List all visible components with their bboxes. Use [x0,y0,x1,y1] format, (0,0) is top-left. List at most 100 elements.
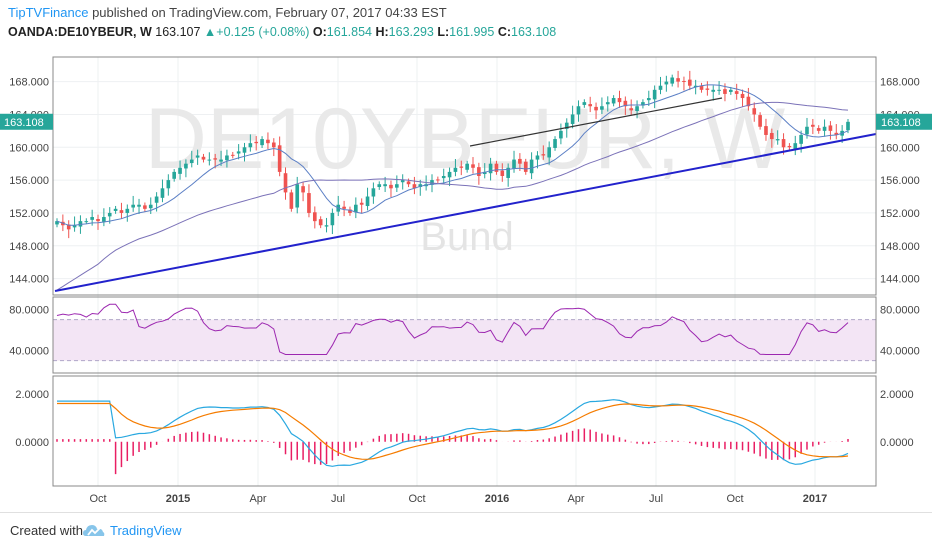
candle-body[interactable] [641,102,645,106]
candle-body[interactable] [102,217,106,222]
candle-body[interactable] [617,98,622,103]
candle-body[interactable] [465,163,469,170]
candle-body[interactable] [307,193,311,213]
candle-body[interactable] [90,217,94,220]
ma-fast-line[interactable] [56,84,849,226]
rsi-panel[interactable] [56,303,849,355]
candle-body[interactable] [781,139,786,148]
candle-body[interactable] [816,128,821,131]
candle-body[interactable] [447,171,452,178]
candle-body[interactable] [834,132,839,135]
candle-body[interactable] [354,204,358,213]
candle-body[interactable] [441,176,446,179]
candle-body[interactable] [734,91,739,94]
candle-body[interactable] [113,208,118,211]
tradingview-cloud-icon[interactable] [82,521,106,541]
candle-body[interactable] [670,77,675,84]
candle-body[interactable] [787,145,792,148]
candle-body[interactable] [225,155,229,161]
tradingview-link[interactable]: TradingView [110,523,182,538]
candle-body[interactable] [529,159,534,174]
candle-body[interactable] [471,164,475,168]
candle-body[interactable] [629,108,634,111]
candle-body[interactable] [184,163,188,169]
candle-body[interactable] [295,184,300,208]
candle-body[interactable] [494,163,499,172]
candle-body[interactable] [377,184,382,187]
candle-body[interactable] [453,167,458,172]
candle-body[interactable] [283,173,288,193]
candle-body[interactable] [107,212,112,217]
candle-body[interactable] [705,88,710,90]
candle-body[interactable] [600,106,604,110]
candle-body[interactable] [260,139,264,146]
candle-body[interactable] [793,143,798,150]
candle-body[interactable] [266,139,270,144]
candle-body[interactable] [436,179,440,181]
candle-body[interactable] [693,85,698,88]
candle-body[interactable] [699,85,704,90]
candle-body[interactable] [189,159,194,164]
candle-body[interactable] [523,161,528,172]
ma-slow-line[interactable] [56,101,849,291]
candle-body[interactable] [752,108,757,115]
candle-body[interactable] [330,212,335,226]
candle-body[interactable] [594,106,598,111]
candle-body[interactable] [400,180,405,183]
candle-body[interactable] [506,167,510,178]
candle-body[interactable] [564,122,569,129]
candle-body[interactable] [406,181,411,185]
candle-body[interactable] [605,102,610,105]
candle-body[interactable] [148,204,153,209]
candle-body[interactable] [559,130,563,139]
candle-body[interactable] [623,100,628,107]
neckline[interactable] [469,97,723,147]
uptrend-support-line[interactable] [54,133,877,292]
candle-body[interactable] [828,125,833,131]
candle-body[interactable] [775,139,780,141]
candle-body[interactable] [682,80,686,82]
candle-body[interactable] [658,85,663,90]
macd-line[interactable] [57,399,849,467]
candle-body[interactable] [811,124,815,127]
candle-body[interactable] [412,184,417,189]
candle-body[interactable] [271,142,276,148]
candle-body[interactable] [746,96,751,107]
candle-body[interactable] [512,159,516,169]
candle-body[interactable] [236,151,241,154]
candle-body[interactable] [395,184,399,188]
candle-body[interactable] [547,147,551,158]
candle-body[interactable] [342,206,346,209]
candle-body[interactable] [805,126,809,135]
candle-body[interactable] [230,154,235,156]
candle-body[interactable] [119,210,124,213]
candle-body[interactable] [289,192,294,209]
candle-body[interactable] [137,204,141,207]
candle-body[interactable] [576,106,581,115]
candle-body[interactable] [846,121,850,131]
price-panel[interactable] [54,70,877,292]
candle-body[interactable] [728,89,733,92]
candle-body[interactable] [570,114,575,124]
candle-body[interactable] [822,126,827,131]
rsi-line[interactable] [56,303,849,355]
candle-body[interactable] [154,196,159,203]
candle-body[interactable] [72,225,77,228]
candle-body[interactable] [383,184,387,187]
candle-body[interactable] [277,145,282,172]
symbol-name[interactable]: OANDA:DE10YBEUR, W [8,25,152,39]
candle-body[interactable] [96,219,100,222]
candle-body[interactable] [301,186,305,193]
candle-body[interactable] [213,158,218,160]
candle-body[interactable] [770,132,774,140]
candle-body[interactable] [371,188,376,197]
candle-body[interactable] [160,188,165,198]
candle-body[interactable] [365,196,370,207]
candle-body[interactable] [248,143,253,148]
candle-body[interactable] [740,93,745,99]
candle-body[interactable] [359,202,364,205]
candle-body[interactable] [418,184,423,187]
candle-body[interactable] [541,154,546,156]
signal-line[interactable] [57,402,849,460]
